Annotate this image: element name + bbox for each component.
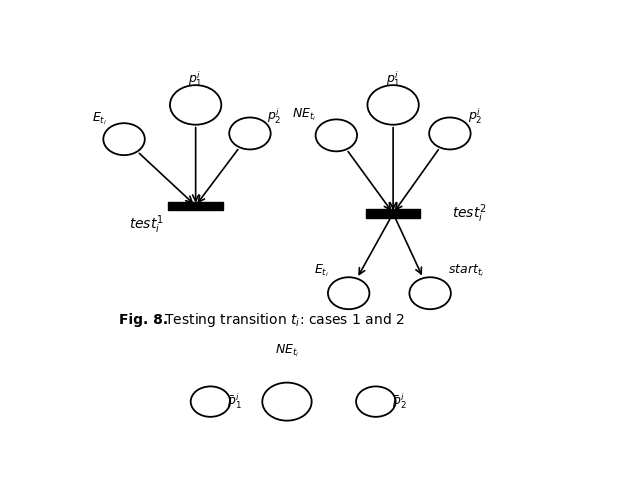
Text: $NE_{t_i}$: $NE_{t_i}$ (275, 342, 299, 359)
Text: $E_{t_i}$: $E_{t_i}$ (92, 110, 107, 126)
Text: $p_2^i$: $p_2^i$ (468, 107, 483, 126)
Text: Testing transition $t_i$: cases 1 and 2: Testing transition $t_i$: cases 1 and 2 (160, 311, 405, 329)
Text: $start_{t_i}$: $start_{t_i}$ (448, 263, 483, 280)
Text: $\bar{p}_1^i$: $\bar{p}_1^i$ (227, 392, 241, 412)
Text: $test_i^2$: $test_i^2$ (452, 202, 487, 225)
Text: $\bar{p}_2^i$: $\bar{p}_2^i$ (392, 392, 407, 412)
Text: Fig. 8.: Fig. 8. (119, 313, 168, 327)
Text: $NE_{t_i}$: $NE_{t_i}$ (292, 106, 317, 123)
Text: $test_i^1$: $test_i^1$ (129, 213, 164, 236)
Text: $p_1^i$: $p_1^i$ (189, 69, 203, 89)
Bar (168, 202, 223, 210)
Text: $p_2^i$: $p_2^i$ (268, 107, 282, 126)
Text: $p_1^i$: $p_1^i$ (386, 69, 401, 89)
Text: $E_{t_i}$: $E_{t_i}$ (314, 263, 329, 280)
Bar (366, 209, 420, 217)
